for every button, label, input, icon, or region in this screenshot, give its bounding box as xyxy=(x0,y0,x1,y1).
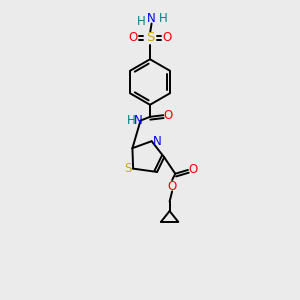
Text: O: O xyxy=(167,180,177,193)
Text: N: N xyxy=(147,12,156,25)
Text: O: O xyxy=(163,31,172,44)
Text: H: H xyxy=(159,12,168,25)
Text: N: N xyxy=(153,135,161,148)
Text: O: O xyxy=(164,109,173,122)
Text: H: H xyxy=(127,114,135,127)
Text: O: O xyxy=(128,31,137,44)
Text: S: S xyxy=(124,162,131,175)
Text: H: H xyxy=(137,15,146,28)
Text: N: N xyxy=(134,114,143,127)
Text: O: O xyxy=(188,164,198,176)
Text: S: S xyxy=(146,31,154,44)
